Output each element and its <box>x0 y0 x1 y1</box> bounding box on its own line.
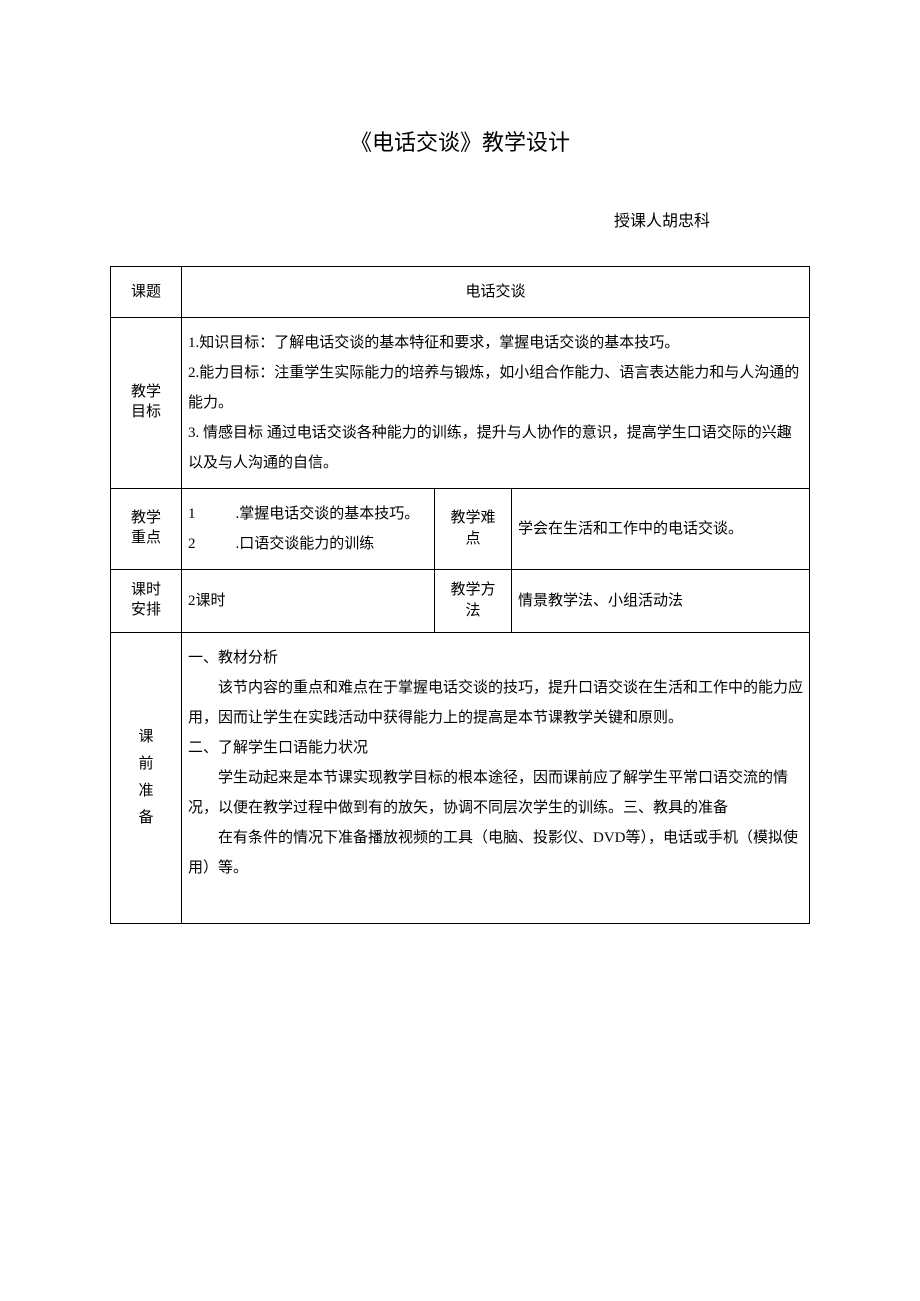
focus-item-1-num: 1 <box>188 506 196 522</box>
focus-item-2-num: 2 <box>188 536 196 552</box>
prep-label: 课 前 准 备 <box>111 632 182 923</box>
schedule-label-text: 课时 安排 <box>117 581 175 620</box>
page-title: 《电话交谈》教学设计 <box>110 125 810 157</box>
objective-ability: 2.能力目标：注重学生实际能力的培养与锻炼，如小组合作能力、语言表达能力和与人沟… <box>188 358 803 418</box>
lesson-plan-table: 课题 电话交谈 教学 目标 1.知识目标：了解电话交谈的基本特征和要求，掌握电话… <box>110 266 810 924</box>
table-row: 教学 目标 1.知识目标：了解电话交谈的基本特征和要求，掌握电话交谈的基本技巧。… <box>111 317 810 488</box>
author-line: 授课人胡忠科 <box>110 207 810 231</box>
prep-content: 一、教材分析 该节内容的重点和难点在于掌握电话交谈的技巧，提升口语交谈在生活和工… <box>182 632 810 923</box>
focus-item-2: 2 .口语交谈能力的训练 <box>188 529 428 559</box>
focus-content: 1 .掌握电话交谈的基本技巧。 2 .口语交谈能力的训练 <box>182 488 435 569</box>
document-page: 《电话交谈》教学设计 授课人胡忠科 课题 电话交谈 教学 目标 1.知识目标：了… <box>0 0 920 984</box>
prep-h2: 二、了解学生口语能力状况 <box>188 733 803 763</box>
table-row: 课题 电话交谈 <box>111 266 810 317</box>
topic-value: 电话交谈 <box>182 266 810 317</box>
focus-item-2-text: .口语交谈能力的训练 <box>236 536 375 552</box>
table-row: 课 前 准 备 一、教材分析 该节内容的重点和难点在于掌握电话交谈的技巧，提升口… <box>111 632 810 923</box>
objectives-label-text: 教学 目标 <box>117 383 175 422</box>
prep-p3: 在有条件的情况下准备播放视频的工具（电脑、投影仪、DVD等），电话或手机（模拟使… <box>188 823 803 883</box>
objectives-label: 教学 目标 <box>111 317 182 488</box>
prep-h1: 一、教材分析 <box>188 643 803 673</box>
prep-p2: 学生动起来是本节课实现教学目标的根本途径，因而课前应了解学生平常口语交流的情况，… <box>188 763 803 823</box>
prep-label-text: 课 前 准 备 <box>117 724 175 832</box>
focus-label: 教学 重点 <box>111 488 182 569</box>
focus-label-text: 教学 重点 <box>117 509 175 548</box>
schedule-label: 课时 安排 <box>111 569 182 632</box>
difficulty-label: 教学难 点 <box>435 488 512 569</box>
method-label: 教学方 法 <box>435 569 512 632</box>
table-row: 教学 重点 1 .掌握电话交谈的基本技巧。 2 .口语交谈能力的训练 教学难 点 学… <box>111 488 810 569</box>
prep-p1: 该节内容的重点和难点在于掌握电话交谈的技巧，提升口语交谈在生活和工作中的能力应用… <box>188 673 803 733</box>
focus-item-1: 1 .掌握电话交谈的基本技巧。 <box>188 499 428 529</box>
table-row: 课时 安排 2课时 教学方 法 情景教学法、小组活动法 <box>111 569 810 632</box>
objective-emotion: 3. 情感目标 通过电话交谈各种能力的训练，提升与人协作的意识，提高学生口语交际… <box>188 418 803 478</box>
focus-item-1-text: .掌握电话交谈的基本技巧。 <box>236 506 420 522</box>
difficulty-value: 学会在生活和工作中的电话交谈。 <box>512 488 810 569</box>
method-value: 情景教学法、小组活动法 <box>512 569 810 632</box>
schedule-value: 2课时 <box>182 569 435 632</box>
objective-knowledge: 1.知识目标：了解电话交谈的基本特征和要求，掌握电话交谈的基本技巧。 <box>188 328 803 358</box>
topic-label: 课题 <box>111 266 182 317</box>
objectives-content: 1.知识目标：了解电话交谈的基本特征和要求，掌握电话交谈的基本技巧。 2.能力目… <box>182 317 810 488</box>
